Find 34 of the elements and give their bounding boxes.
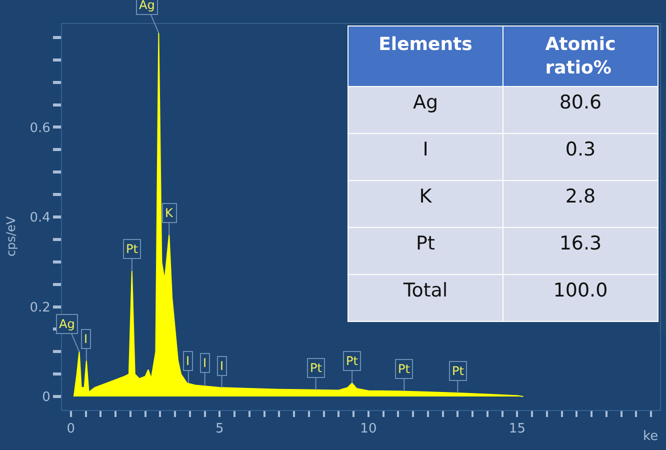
x-axis-title: ke (643, 429, 658, 444)
x-tick-label: 5 (216, 422, 224, 437)
annotation: I (203, 356, 207, 370)
annotation: Total (402, 280, 448, 302)
annotation: Ag (59, 317, 75, 331)
y-tick-label: 0.6 (30, 120, 50, 136)
annotation: Elements (378, 34, 472, 55)
annotation: K (165, 206, 174, 220)
x-tick-label: 0 (66, 422, 76, 437)
annotation: I (422, 138, 428, 161)
annotation: 80.6 (559, 92, 602, 114)
annotation: K (419, 186, 432, 208)
annotation: Pt (452, 364, 464, 378)
y-axis-title: cps/eV (4, 216, 18, 256)
annotation: Pt (398, 362, 410, 376)
annotation: Ag (139, 0, 155, 12)
annotation: Pt (346, 354, 358, 368)
annotation: Pt (126, 242, 138, 256)
x-tick-label: 10 (360, 422, 377, 437)
annotation: I (84, 332, 88, 346)
annotation: 2.8 (565, 186, 596, 208)
annotation: 16.3 (559, 232, 602, 255)
y-tick-label: 0.4 (30, 210, 50, 226)
annotation: Ag (412, 92, 438, 114)
annotation: I (220, 359, 224, 373)
annotation: 100.0 (553, 280, 608, 302)
y-tick-label: 0.2 (30, 300, 50, 316)
annotation: Atomic ratio% (545, 34, 616, 78)
annotation: 0.3 (565, 138, 596, 161)
annotation: Pt (416, 232, 435, 255)
annotation: I (186, 354, 190, 368)
x-tick-label: 15 (508, 422, 526, 437)
y-tick-label: 0 (42, 390, 50, 406)
annotation: Pt (310, 361, 322, 375)
